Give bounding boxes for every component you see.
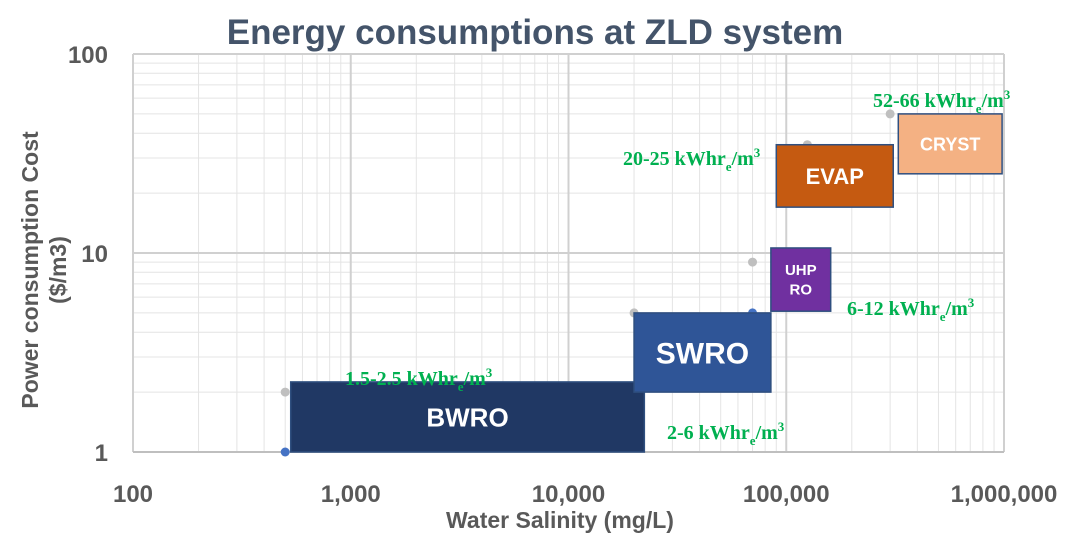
annotation-sup: 3	[968, 295, 975, 310]
annotation: 20-25 kWhre/m3	[623, 145, 761, 174]
box-label: BWRO	[426, 402, 508, 432]
annotation-sup: 3	[486, 365, 493, 380]
y-axis-label-line: ($/m3)	[45, 236, 71, 304]
annotation-sub: e	[750, 433, 756, 448]
box-label: EVAP	[806, 164, 864, 189]
range-box	[775, 143, 894, 208]
annotation: 6-12 kWhre/m3	[847, 295, 975, 324]
x-tick-label: 1,000	[321, 481, 381, 508]
y-axis-label-line: Power consumption Cost	[17, 131, 43, 409]
box-label: RO	[790, 282, 813, 299]
x-tick-label: 1,000,000	[951, 481, 1058, 508]
x-axis-label: Water Salinity (mg/L)	[446, 507, 674, 533]
point	[748, 257, 758, 267]
chart-title: Energy consumptions at ZLD system	[227, 13, 844, 52]
annotation-sub: e	[976, 101, 982, 116]
y-tick-label: 1	[95, 440, 108, 467]
annotation: 1.5-2.5 kWhre/m3	[345, 365, 493, 394]
annotation-text: 6-12 kWhr	[847, 298, 940, 320]
annotation-text: 1.5-2.5 kWhr	[345, 368, 458, 390]
annotation-sup: 3	[1004, 87, 1011, 102]
point	[280, 447, 290, 457]
annotation-sub: e	[940, 309, 946, 324]
y-tick-label: 100	[68, 42, 108, 69]
point	[280, 387, 290, 397]
x-tick-label: 100	[113, 481, 153, 508]
annotation-sub: e	[458, 379, 464, 394]
range-box	[770, 247, 832, 312]
annotation-text: /m	[731, 148, 755, 170]
point	[885, 109, 895, 119]
range-box	[897, 113, 1003, 175]
y-axis-label: Power consumption Cost ($/m3)	[17, 131, 71, 409]
annotation-text: /m	[945, 298, 969, 320]
annotation-sub: e	[726, 159, 732, 174]
y-tick-label: 10	[81, 241, 108, 268]
box-label: UHP	[785, 262, 817, 279]
annotation-sup: 3	[778, 419, 785, 434]
box-label: SWRO	[656, 337, 749, 370]
range-box	[633, 312, 772, 393]
annotation: 52-66 kWhre/m3	[873, 87, 1011, 116]
annotation-text: /m	[463, 368, 487, 390]
range-box	[289, 381, 646, 453]
annotation-sup: 3	[754, 145, 761, 160]
annotation-text: 20-25 kWhr	[623, 148, 726, 170]
annotation-text: 52-66 kWhr	[873, 90, 976, 112]
x-tick-label: 10,000	[532, 481, 605, 508]
x-tick-label: 100,000	[743, 481, 830, 508]
annotation-text: /m	[755, 422, 779, 444]
annotation: 2-6 kWhre/m3	[667, 419, 785, 448]
annotation-text: /m	[981, 90, 1005, 112]
annotation-text: 2-6 kWhr	[667, 422, 750, 444]
box-label: CRYST	[920, 134, 980, 154]
